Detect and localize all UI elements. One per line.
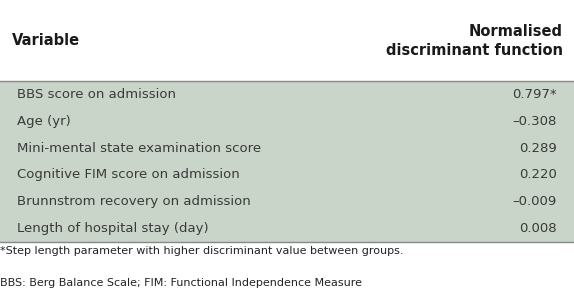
Text: Brunnstrom recovery on admission: Brunnstrom recovery on admission bbox=[17, 195, 251, 208]
FancyBboxPatch shape bbox=[0, 0, 574, 81]
FancyBboxPatch shape bbox=[0, 81, 574, 242]
Text: –0.308: –0.308 bbox=[513, 115, 557, 128]
Text: 0.008: 0.008 bbox=[519, 222, 557, 235]
Text: Age (yr): Age (yr) bbox=[17, 115, 71, 128]
Text: –0.009: –0.009 bbox=[513, 195, 557, 208]
Text: Variable: Variable bbox=[11, 33, 80, 48]
Text: Cognitive FIM score on admission: Cognitive FIM score on admission bbox=[17, 168, 240, 181]
Text: Normalised
discriminant function: Normalised discriminant function bbox=[386, 24, 563, 58]
Text: BBS: Berg Balance Scale; FIM: Functional Independence Measure: BBS: Berg Balance Scale; FIM: Functional… bbox=[0, 278, 362, 288]
Text: Mini-mental state examination score: Mini-mental state examination score bbox=[17, 142, 261, 155]
Text: BBS score on admission: BBS score on admission bbox=[17, 88, 176, 101]
Text: 0.289: 0.289 bbox=[519, 142, 557, 155]
Text: *Step length parameter with higher discriminant value between groups.: *Step length parameter with higher discr… bbox=[0, 246, 404, 256]
Text: 0.797*: 0.797* bbox=[512, 88, 557, 101]
Text: Length of hospital stay (day): Length of hospital stay (day) bbox=[17, 222, 209, 235]
Text: 0.220: 0.220 bbox=[519, 168, 557, 181]
